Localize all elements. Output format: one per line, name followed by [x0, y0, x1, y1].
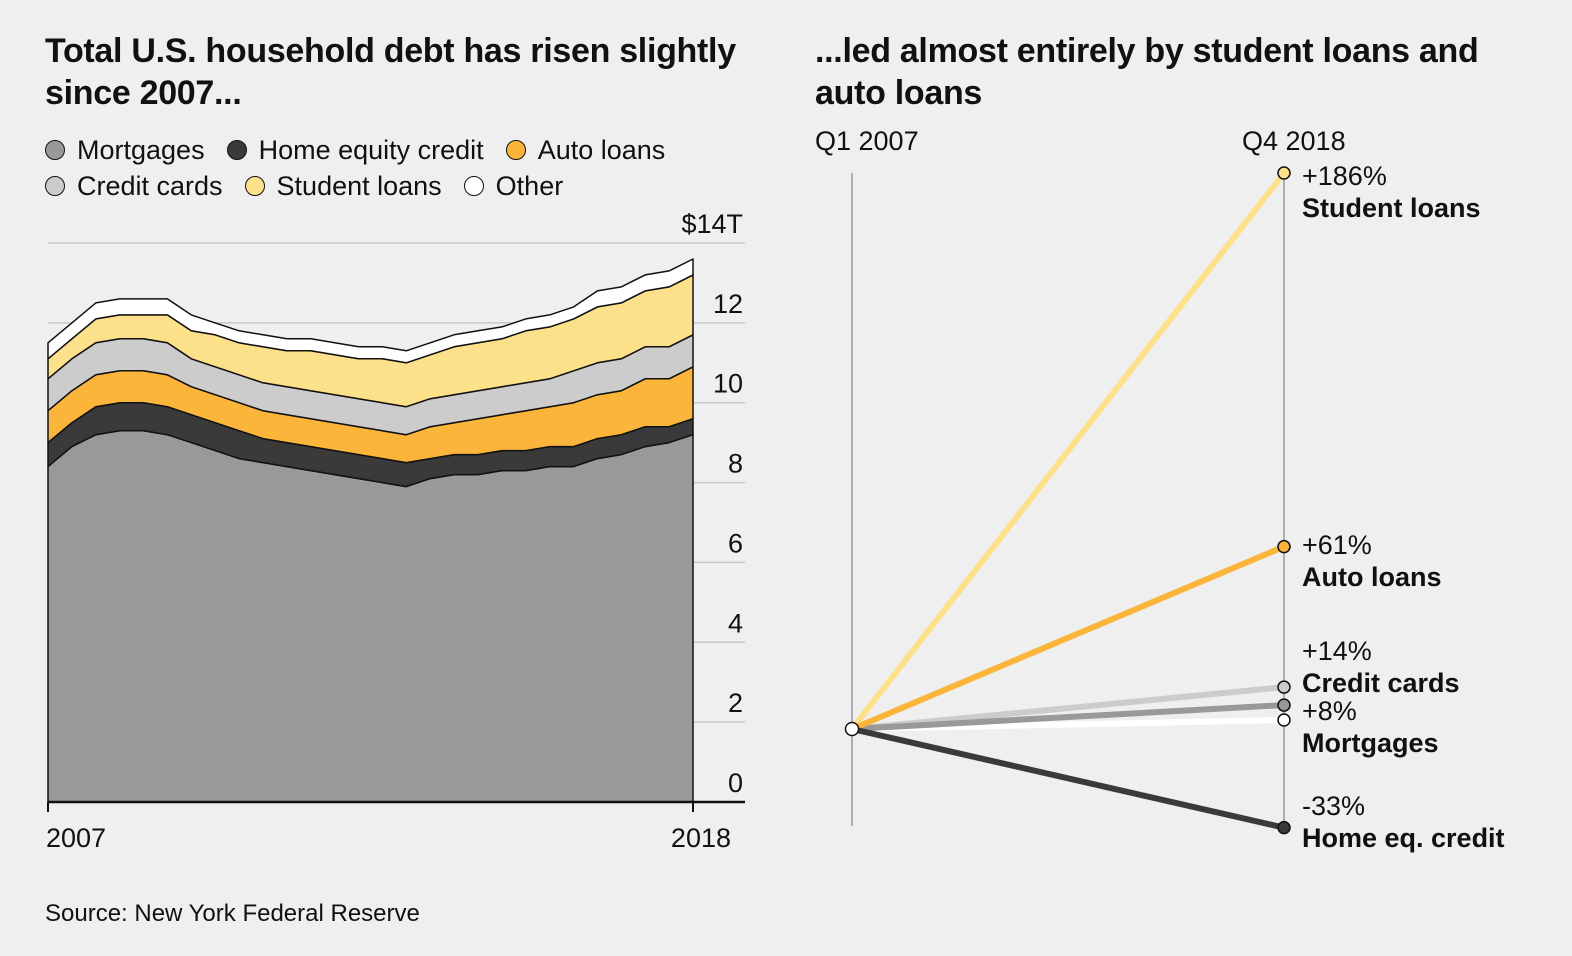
pct-label-credit_cards: +14% [1302, 636, 1372, 666]
legend-item-student: Student loans [244, 168, 442, 204]
start-dot [844, 721, 860, 737]
source-note: Source: New York Federal Reserve [45, 900, 420, 927]
legend-swatch-credit-cards [45, 176, 65, 196]
y-tick-label: 12 [713, 289, 743, 319]
slope-line-auto [849, 543, 1287, 732]
y-tick-label: 6 [728, 528, 743, 558]
y-tick-label: $14T [681, 209, 743, 239]
left-chart-title: Total U.S. household debt has risen slig… [45, 32, 736, 112]
series-label-student: Student loans [1302, 193, 1481, 223]
right-chart-title: ...led almost entirely by student loans … [815, 32, 1479, 112]
legend-swatch-mortgages [45, 140, 65, 160]
start-label: Q1 2007 [815, 126, 919, 156]
legend-swatch-auto [505, 140, 526, 160]
pct-label-mortgages: +8% [1302, 696, 1357, 726]
legend-label-student: Student loans [276, 171, 442, 201]
end-dot-home_equity [1277, 820, 1291, 835]
y-tick-label: 2 [728, 688, 743, 718]
series-label-credit_cards: Credit cards [1302, 668, 1460, 698]
series-label-auto: Auto loans [1302, 562, 1442, 592]
legend-label-home-equity: Home equity credit [258, 135, 484, 165]
slope-chart: Q1 2007 Q4 2018 +186%Student loans +61%Auto… [815, 126, 1505, 853]
legend-swatch-other [463, 176, 484, 196]
area-mortgages [47, 429, 694, 803]
legend-item-mortgages: Mortgages [45, 132, 205, 168]
legend-label-other: Other [495, 171, 564, 201]
area-other [47, 258, 694, 364]
end-label: Q4 2018 [1242, 126, 1346, 156]
legend-label-mortgages: Mortgages [77, 135, 205, 165]
x-tick-label-end: 2018 [671, 823, 731, 853]
end-dot-other [1277, 713, 1291, 727]
pct-label-auto: +61% [1302, 530, 1372, 560]
y-tick-label: 10 [713, 369, 743, 399]
y-tick-label: 0 [728, 768, 743, 798]
legend-item-credit-cards: Credit cards [45, 168, 223, 204]
slope-line-mortgages [849, 702, 1287, 732]
stacked-area-chart: 0 2 4 6 8 10 12 $14T 2007 2018 [46, 209, 745, 853]
x-tick-label-start: 2007 [46, 823, 106, 853]
legend-item-auto: Auto loans [505, 132, 666, 168]
series-label-mortgages: Mortgages [1302, 728, 1439, 758]
series-label-home_equity: Home eq. credit [1302, 823, 1505, 853]
legend: Mortgages Home equity credit Auto loans … [45, 132, 765, 204]
end-dot-student [1277, 166, 1291, 180]
legend-item-other: Other [463, 168, 564, 204]
legend-item-home-equity: Home equity credit [226, 132, 484, 168]
end-dot-credit_cards [1277, 680, 1291, 694]
end-dot-auto [1277, 539, 1291, 554]
legend-label-auto: Auto loans [537, 135, 666, 165]
end-dot-mortgages [1277, 698, 1291, 712]
y-tick-label: 8 [728, 449, 743, 479]
slope-line-student [849, 170, 1287, 732]
legend-label-credit-cards: Credit cards [77, 171, 223, 201]
y-tick-label: 4 [728, 608, 743, 638]
pct-label-home_equity: -33% [1302, 791, 1365, 821]
legend-swatch-student [244, 176, 265, 196]
legend-swatch-home-equity [226, 140, 247, 160]
pct-label-student: +186% [1302, 161, 1387, 191]
slope-line-home_equity [849, 726, 1287, 831]
